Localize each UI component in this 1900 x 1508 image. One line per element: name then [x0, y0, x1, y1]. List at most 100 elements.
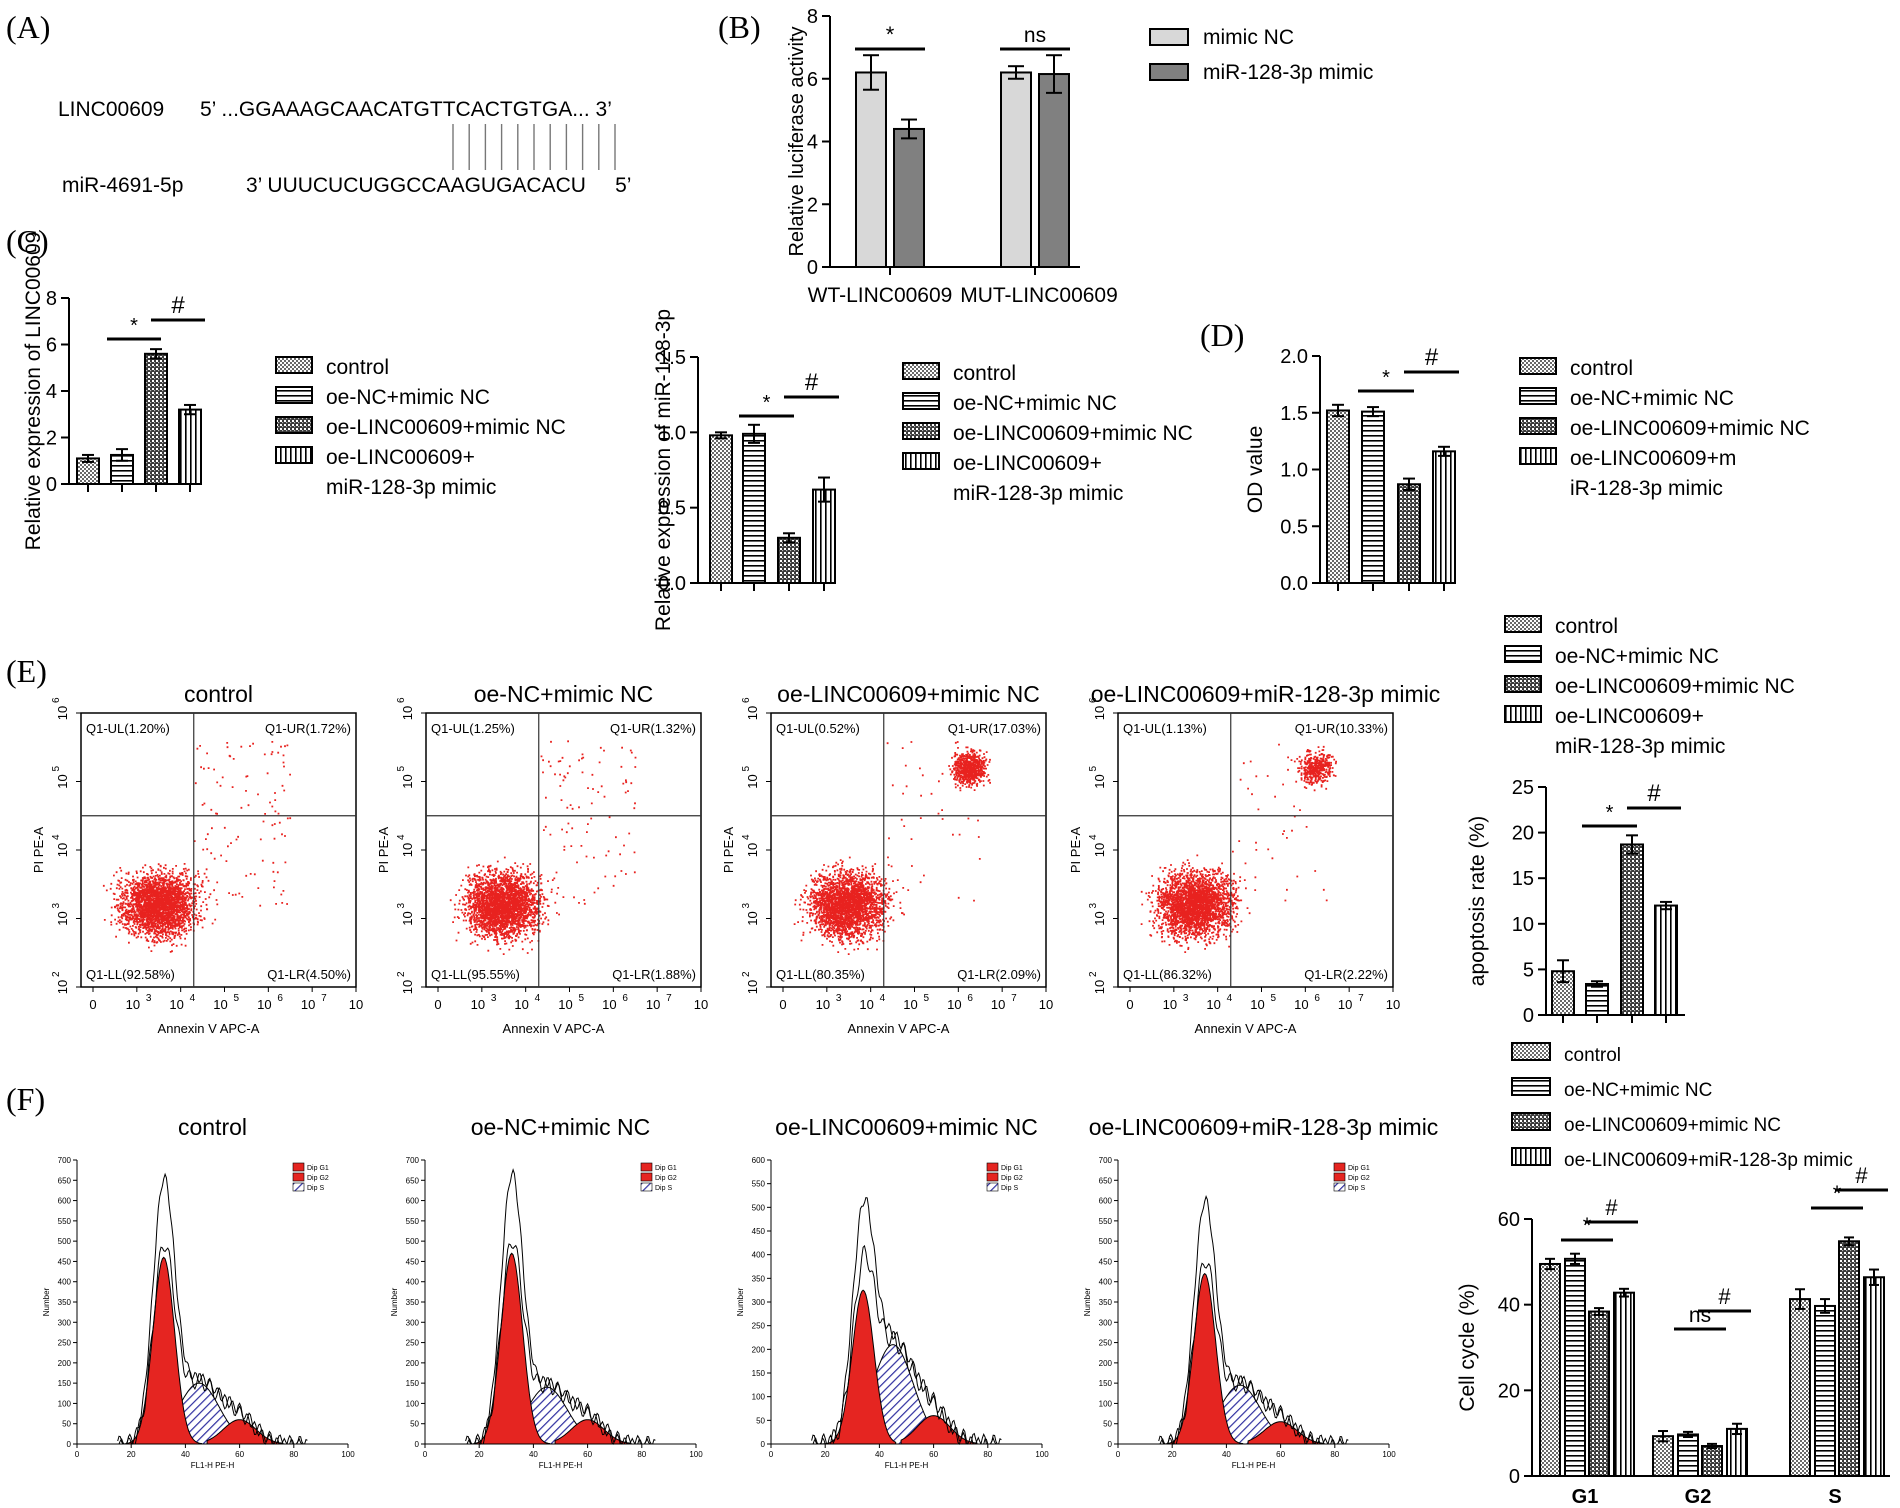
legend-label: oe-LINC00609+ — [953, 452, 1102, 475]
legend-swatch — [902, 392, 940, 410]
y-axis-label: PI PE-A — [376, 827, 391, 874]
x-tick-label: 60 — [929, 1450, 938, 1459]
x-tick-exponent: 6 — [1314, 993, 1320, 1004]
y-tick-label: 600 — [406, 1197, 420, 1206]
legend-label: Dip G1 — [1348, 1165, 1370, 1172]
y-tick-label: 0.5 — [658, 498, 686, 520]
x-tick-label: 10 — [1386, 997, 1400, 1012]
bar — [1585, 982, 1609, 1017]
x-tick-label: 0 — [89, 997, 96, 1012]
y-tick-label: 100 — [1099, 1399, 1113, 1408]
histogram-outline — [811, 1197, 1002, 1445]
y-axis-label: PI PE-A — [1068, 827, 1083, 874]
x-tick-label: 20 — [821, 1450, 830, 1459]
y-tick-label: 150 — [406, 1379, 420, 1388]
y-axis-label: OD value — [1244, 426, 1267, 514]
y-tick-label: 550 — [752, 1180, 766, 1189]
x-tick-label: 80 — [983, 1450, 992, 1459]
scatter-points — [1140, 743, 1337, 953]
y-tick-exponent: 6 — [51, 697, 62, 703]
y-tick-label: 6 — [46, 335, 57, 357]
y-tick-exponent: 4 — [741, 834, 752, 840]
x-tick-label: 60 — [583, 1450, 592, 1459]
bar — [1432, 450, 1456, 584]
x-tick-exponent: 6 — [967, 993, 973, 1004]
legend-label: miR-128-3p mimic — [1203, 61, 1373, 84]
y-tick-label: 400 — [58, 1278, 72, 1287]
x-tick-label: 10 — [257, 997, 271, 1012]
x-tick-exponent: 7 — [666, 993, 672, 1004]
y-tick-exponent: 4 — [1088, 834, 1099, 840]
scatter-points — [102, 741, 292, 953]
y-tick-label: 100 — [752, 1393, 766, 1402]
x-tick-exponent: 4 — [880, 993, 886, 1004]
x-tick-label: 100 — [689, 1450, 703, 1459]
x-tick-label: 10 — [471, 997, 485, 1012]
legend-label: control — [1570, 357, 1633, 380]
y-tick-label: 0 — [1108, 1440, 1113, 1449]
y-tick-exponent: 3 — [741, 903, 752, 909]
bar — [1397, 483, 1421, 585]
legend-swatch — [1519, 357, 1557, 375]
flow-plot-title: oe-LINC00609+mimic NC — [777, 681, 1040, 707]
x-tick-label: 10 — [646, 997, 660, 1012]
y-tick-label: 200 — [1099, 1359, 1113, 1368]
panel-label-f: (F) — [6, 1081, 45, 1117]
y-tick-exponent: 2 — [1088, 971, 1099, 977]
chart-e-flow-cytometry: control Q1-UL(1.20%) Q1-UR(1.72%) Q1-LL(92.… — [31, 681, 1440, 1036]
significance-label: ns — [1689, 1304, 1711, 1327]
y-tick-label: 450 — [1099, 1257, 1113, 1266]
legend-swatch — [275, 356, 313, 374]
legend-label: oe-LINC00609+mimic NC — [1564, 1115, 1781, 1136]
flow-plot-title: oe-LINC00609+miR-128-3p mimic — [1091, 681, 1441, 707]
legend-swatch — [292, 1172, 305, 1182]
quadrant-label-ul: Q1-UL(1.20%) — [86, 721, 170, 736]
legend-label: miR-128-3p mimic — [1555, 735, 1725, 758]
significance-label: ns — [1024, 24, 1046, 47]
y-tick-label: 300 — [752, 1298, 766, 1307]
legend-label: oe-NC+mimic NC — [953, 392, 1117, 415]
legend-label: oe-LINC00609+mimic NC — [1555, 675, 1795, 698]
y-tick-label: 8 — [46, 288, 57, 310]
x-tick-exponent: 7 — [1358, 993, 1364, 1004]
y-tick-exponent: 6 — [396, 697, 407, 703]
y-tick-label: 700 — [58, 1156, 72, 1165]
y-axis-label: Number — [390, 1287, 399, 1316]
y-tick-label: 15 — [1512, 868, 1534, 890]
quadrant-label-ur: Q1-UR(10.33%) — [1295, 721, 1388, 736]
y-tick-label: 10 — [55, 911, 70, 925]
scatter-points — [793, 741, 991, 955]
y-tick-label: 4 — [807, 132, 818, 154]
x-tick-exponent: 5 — [234, 993, 240, 1004]
y-tick-label: 10 — [400, 706, 415, 720]
legend-swatch — [292, 1162, 305, 1172]
x-tick-exponent: 3 — [1183, 993, 1189, 1004]
y-tick-label: 150 — [58, 1379, 72, 1388]
significance-label: # — [805, 369, 819, 396]
legend-label: control — [1555, 615, 1618, 638]
significance-label: * — [130, 315, 138, 337]
seq-line2-name: miR-4691-5p — [62, 174, 183, 197]
y-tick-label: 10 — [400, 980, 415, 994]
y-axis-label: PI PE-A — [721, 827, 736, 874]
significance-label: # — [1605, 1195, 1618, 1220]
y-tick-label: 1.0 — [658, 422, 686, 444]
x-tick-label: 10 — [991, 997, 1005, 1012]
y-tick-label: 10 — [745, 843, 760, 857]
legend-label: control — [953, 362, 1016, 385]
plot-frame — [80, 712, 357, 988]
x-tick-label: 10 — [1039, 997, 1053, 1012]
histogram-outline — [1158, 1195, 1349, 1445]
x-tick-exponent: 5 — [579, 993, 585, 1004]
legend-swatch — [275, 416, 313, 434]
y-tick-label: 100 — [58, 1399, 72, 1408]
x-tick-label: 10 — [694, 997, 708, 1012]
y-tick-label: 550 — [58, 1217, 72, 1226]
y-tick-label: 1.0 — [1280, 460, 1308, 482]
x-axis-label: Annexin V APC-A — [848, 1021, 950, 1036]
y-tick-label: 150 — [1099, 1379, 1113, 1388]
y-tick-label: 250 — [1099, 1339, 1113, 1348]
legend-label: oe-LINC00609+ — [1555, 705, 1704, 728]
